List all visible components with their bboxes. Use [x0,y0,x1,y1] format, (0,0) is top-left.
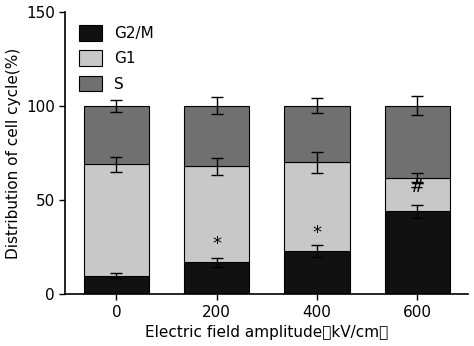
Text: #: # [410,179,425,197]
Bar [284,162,350,251]
Bar [84,106,149,164]
Text: *: * [212,235,221,253]
Bar [284,106,350,162]
Bar [184,166,249,262]
Bar [385,106,450,177]
Bar [184,106,249,166]
Bar [84,164,149,276]
Bar [284,251,350,294]
Legend: G2/M, G1, S: G2/M, G1, S [73,19,160,98]
Y-axis label: Distribution of cell cycle(%): Distribution of cell cycle(%) [6,47,20,259]
X-axis label: Electric field amplitude（kV/cm）: Electric field amplitude（kV/cm） [146,326,389,340]
Bar [385,211,450,294]
Bar [385,177,450,211]
Text: *: * [313,224,322,242]
Bar [184,262,249,294]
Bar [84,276,149,294]
